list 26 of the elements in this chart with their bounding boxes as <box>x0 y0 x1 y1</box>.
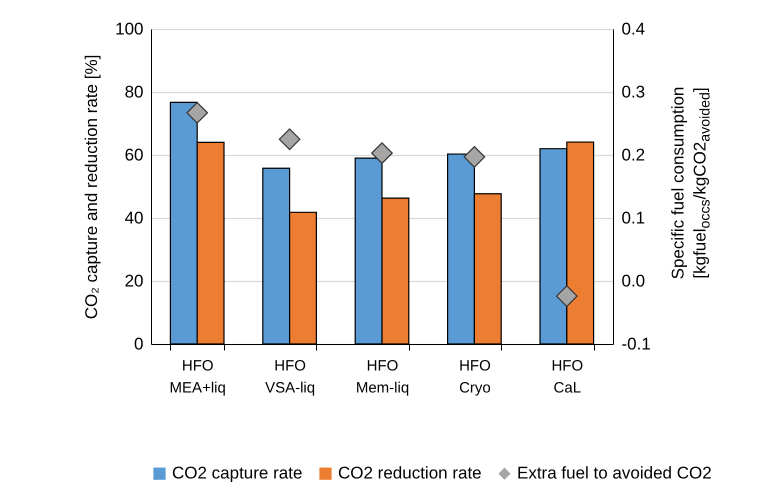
y-tick-label: 20 <box>124 272 144 290</box>
y-tick-label: 80 <box>124 82 144 102</box>
x-tick-label: HFO CaL <box>551 358 584 396</box>
y-tick-label: 0 <box>134 334 144 354</box>
y2-tick-label: 0.2 <box>622 146 646 164</box>
legend-label: CO2 reduction rate <box>338 464 482 483</box>
point <box>186 102 208 124</box>
x-tick-label: HFO Cryo <box>459 358 491 396</box>
x-tick-label: HFO Mem-liq <box>356 358 410 396</box>
y2-tick-label: 0.1 <box>622 208 646 228</box>
point <box>464 146 486 168</box>
legend-label: Extra fuel to avoided CO2 <box>517 464 712 483</box>
point <box>556 285 578 307</box>
point <box>371 142 393 164</box>
y-axis-title: CO₂ capture and reduction rate [%] <box>82 54 102 320</box>
y-tick-label: 40 <box>124 208 144 228</box>
x-tick-label: HFO VSA-liq <box>265 358 316 396</box>
point <box>278 128 300 150</box>
x-tick-label: HFO MEA+liq <box>170 358 226 396</box>
y-tick-label: 60 <box>124 146 144 164</box>
y-tick-label: 100 <box>115 20 144 38</box>
y2-tick-label: 0.0 <box>622 272 646 290</box>
y2-tick-label: -0.1 <box>622 334 651 354</box>
y2-tick-label: 0.3 <box>622 82 646 102</box>
y2-tick-label: 0.4 <box>622 20 646 38</box>
legend-label: CO2 capture rate <box>172 464 302 483</box>
